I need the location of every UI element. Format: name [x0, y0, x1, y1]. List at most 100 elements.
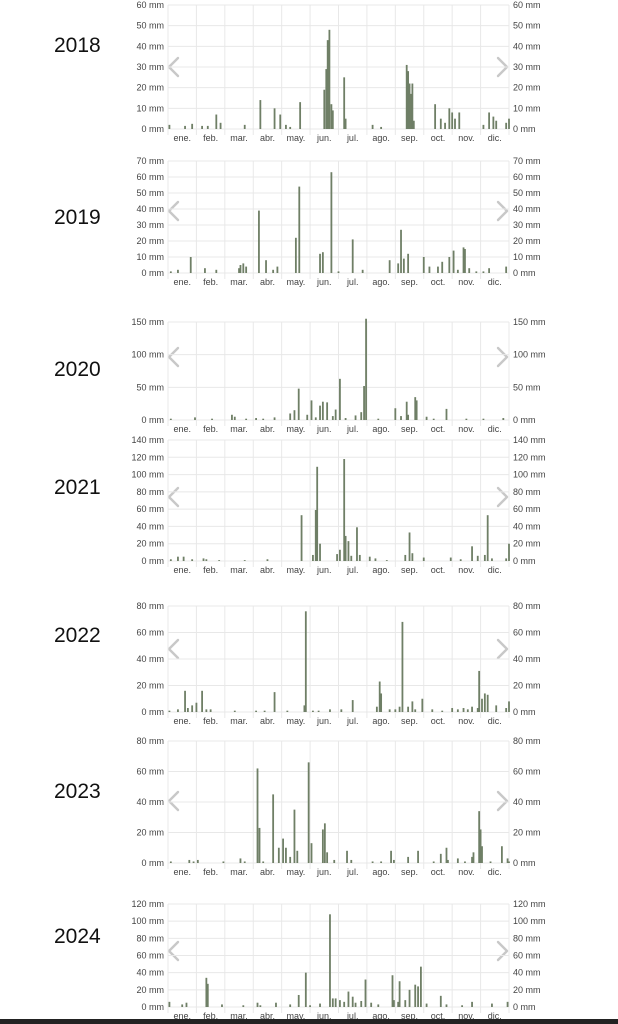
y-tick-label-left: 150 mm	[131, 317, 164, 327]
precip-bar	[491, 1003, 493, 1007]
month-label: ene.	[173, 716, 191, 726]
precip-bar	[331, 110, 334, 129]
month-label: mar.	[230, 716, 248, 726]
precip-bar	[194, 417, 196, 420]
y-tick-label-right: 0 mm	[513, 707, 536, 717]
y-tick-label-left: 80 mm	[136, 487, 164, 497]
precip-bar	[425, 1003, 428, 1007]
precip-bar	[185, 1002, 188, 1007]
chevron-right-icon[interactable]	[494, 790, 510, 812]
y-tick-label-right: 60 mm	[513, 172, 541, 182]
precip-bar	[336, 554, 338, 561]
precip-bar	[201, 125, 203, 129]
precip-bar	[289, 856, 292, 863]
y-tick-label-left: 20 mm	[136, 236, 164, 246]
y-tick-label-left: 60 mm	[136, 767, 164, 777]
precip-bar	[476, 708, 479, 712]
precip-bar	[273, 417, 276, 420]
y-tick-label-left: 40 mm	[136, 797, 164, 807]
precip-bar	[177, 269, 179, 273]
precip-bar	[239, 858, 242, 863]
precip-bar	[385, 560, 388, 561]
precip-bar	[371, 124, 374, 129]
precip-bar	[329, 914, 331, 1007]
precip-bar	[491, 558, 493, 561]
chevron-right-icon[interactable]	[494, 200, 510, 222]
precip-bar	[461, 1005, 464, 1007]
chevron-left-icon[interactable]	[166, 638, 182, 660]
precip-bar	[456, 269, 459, 273]
chevron-right-icon[interactable]	[494, 638, 510, 660]
precip-bar	[265, 260, 267, 273]
precip-bar	[326, 852, 329, 863]
y-tick-label-right: 10 mm	[513, 252, 541, 262]
month-label: jun.	[316, 424, 332, 434]
precip-bar	[177, 709, 179, 712]
precip-bar	[506, 858, 509, 863]
precip-bar	[169, 861, 172, 863]
precip-bar	[400, 416, 402, 420]
y-tick-label-left: 120 mm	[131, 899, 164, 909]
precip-bar	[505, 558, 508, 561]
chevron-left-icon[interactable]	[166, 940, 182, 962]
precip-bar	[323, 823, 326, 863]
precip-bar	[321, 252, 324, 273]
precip-bar	[405, 401, 408, 420]
precip-bar	[441, 710, 444, 712]
month-label: abr.	[260, 716, 275, 726]
precip-bar	[259, 1005, 262, 1007]
precip-bar	[289, 413, 292, 420]
chevron-right-icon[interactable]	[494, 486, 510, 508]
y-tick-label-left: 80 mm	[136, 933, 164, 943]
precip-bar	[191, 705, 194, 712]
y-tick-label-left: 0 mm	[142, 124, 165, 134]
precip-bar	[505, 708, 508, 712]
chevron-right-icon[interactable]	[494, 346, 510, 368]
precip-bar	[233, 416, 236, 420]
precip-bar	[471, 546, 473, 561]
y-tick-label-left: 0 mm	[142, 415, 165, 425]
precip-bar	[304, 972, 307, 1007]
y-tick-label-left: 120 mm	[131, 452, 164, 462]
precip-bar	[188, 859, 191, 863]
precip-bar	[445, 1004, 448, 1007]
y-tick-label-right: 0 mm	[513, 858, 536, 868]
month-label: jun.	[316, 565, 332, 575]
y-tick-label-right: 80 mm	[513, 933, 541, 943]
precip-bar	[394, 408, 397, 420]
precip-bar	[408, 532, 411, 561]
precip-bar	[508, 861, 510, 863]
precip-bar	[407, 856, 410, 863]
precip-bar	[256, 1002, 259, 1007]
chevron-left-icon[interactable]	[166, 346, 182, 368]
month-label: feb.	[203, 716, 218, 726]
y-tick-label-right: 50 mm	[513, 21, 541, 31]
precip-bar	[456, 858, 459, 863]
precip-bar	[339, 1000, 341, 1007]
month-label: dic.	[488, 277, 502, 287]
chevron-left-icon[interactable]	[166, 200, 182, 222]
precip-bar	[222, 861, 225, 863]
y-tick-label-left: 0 mm	[142, 1002, 165, 1012]
year-label: 2018	[54, 34, 101, 57]
chevron-left-icon[interactable]	[166, 486, 182, 508]
y-tick-label-left: 60 mm	[136, 0, 164, 10]
precip-bar	[407, 414, 410, 420]
precip-bar	[285, 847, 287, 863]
chevron-right-icon[interactable]	[494, 56, 510, 78]
chevron-left-icon[interactable]	[166, 790, 182, 812]
chevron-right-icon[interactable]	[494, 940, 510, 962]
month-label: abr.	[260, 133, 275, 143]
precip-bar	[488, 268, 491, 273]
precip-bar	[273, 108, 276, 129]
month-label: oct.	[431, 133, 446, 143]
chevron-left-icon[interactable]	[166, 56, 182, 78]
precip-bar	[169, 271, 172, 273]
month-label: ago.	[372, 133, 390, 143]
precip-bar	[390, 850, 392, 863]
y-tick-label-left: 40 mm	[136, 654, 164, 664]
precip-bar	[242, 263, 245, 273]
precip-bar	[242, 1005, 245, 1007]
precip-bar	[380, 126, 383, 129]
month-label: may.	[286, 277, 305, 287]
